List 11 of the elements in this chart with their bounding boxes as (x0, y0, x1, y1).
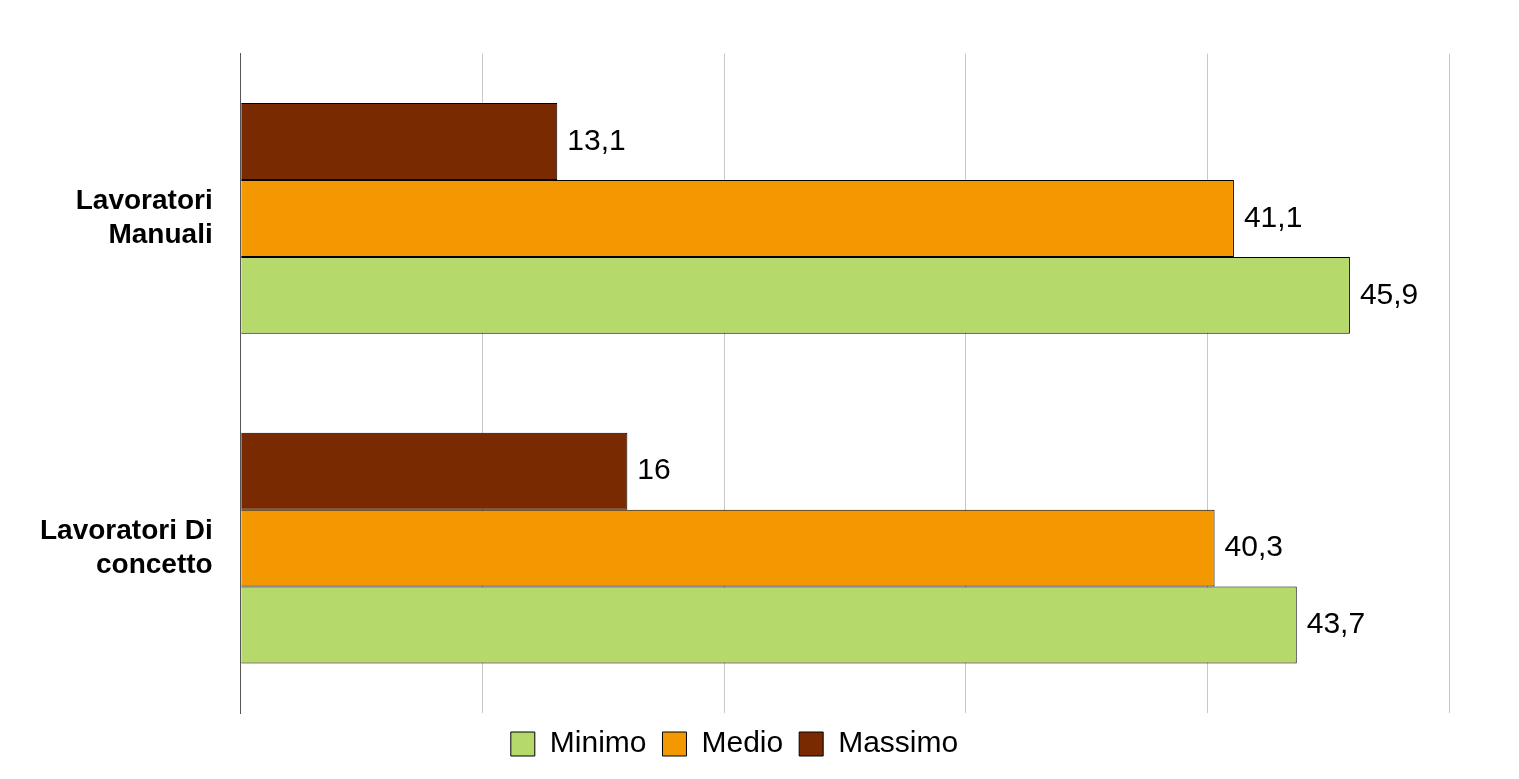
data-label: 45,9 (1359, 276, 1419, 310)
data-label: 16 (637, 452, 671, 486)
data-label: 40,3 (1224, 529, 1283, 563)
legend-label: Medio (701, 725, 784, 759)
y-tick-label: Lavoratori Manuali (75, 184, 213, 249)
data-label: 13,1 (567, 122, 626, 156)
data-label: 41,1 (1243, 199, 1303, 233)
data-label: 43,7 (1306, 606, 1366, 640)
y-tick-label: Lavoratori Di concetto (40, 514, 213, 579)
legend-label: Massimo (838, 725, 959, 759)
legend-label: Minimo (549, 725, 647, 759)
